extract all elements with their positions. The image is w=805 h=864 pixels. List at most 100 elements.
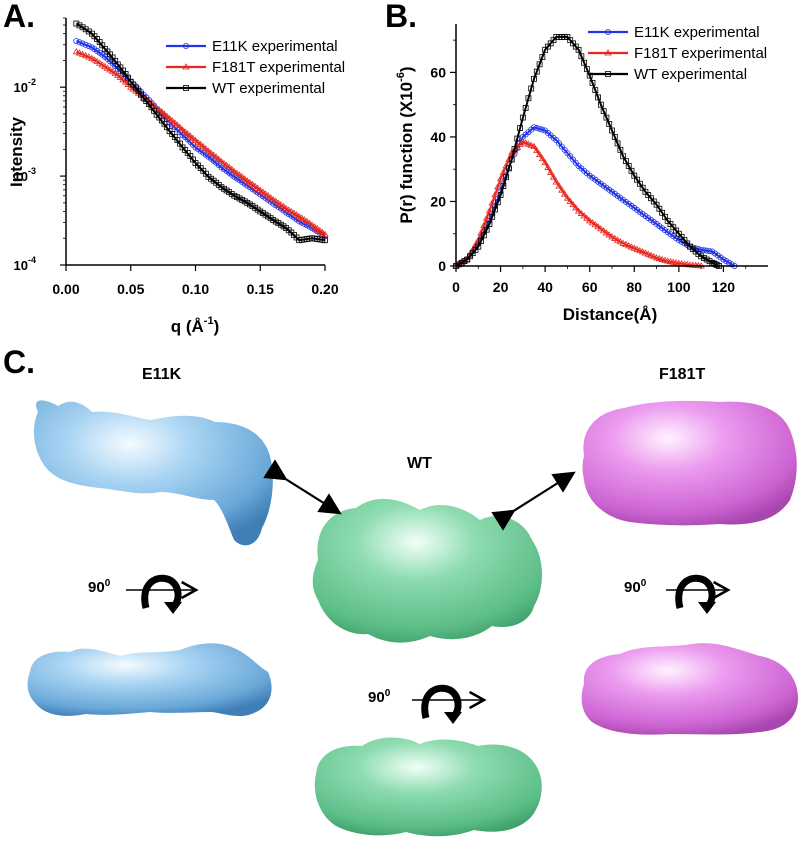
data-point bbox=[519, 114, 526, 121]
data-point bbox=[266, 194, 275, 201]
data-point bbox=[530, 124, 537, 131]
data-point bbox=[282, 204, 290, 212]
data-point bbox=[644, 250, 652, 257]
data-point bbox=[594, 223, 602, 230]
data-point bbox=[614, 140, 621, 147]
data-point bbox=[238, 173, 246, 180]
data-point bbox=[316, 226, 324, 233]
legend-label: E11K experimental bbox=[212, 38, 338, 55]
data-point bbox=[199, 142, 207, 150]
data-point bbox=[522, 104, 529, 111]
data-point bbox=[600, 108, 607, 115]
data-point bbox=[253, 184, 262, 191]
rotation-icon-right bbox=[666, 574, 731, 614]
data-point bbox=[527, 141, 535, 148]
data-point bbox=[287, 207, 296, 215]
data-point bbox=[533, 68, 540, 75]
x-tick-label: 80 bbox=[626, 279, 642, 295]
data-point bbox=[186, 132, 195, 139]
data-point bbox=[563, 194, 572, 201]
data-point bbox=[243, 177, 252, 184]
x-tick-label: 0 bbox=[452, 279, 460, 295]
data-point bbox=[706, 248, 713, 255]
data-point bbox=[539, 54, 546, 60]
data-point bbox=[310, 223, 319, 230]
data-point bbox=[592, 87, 599, 94]
data-point bbox=[98, 61, 106, 68]
data-point bbox=[272, 197, 280, 204]
rotation-label-right: 900 bbox=[624, 578, 647, 596]
data-point bbox=[217, 157, 226, 165]
data-point bbox=[536, 61, 543, 68]
data-point bbox=[321, 230, 329, 237]
data-point bbox=[88, 54, 96, 61]
data-point bbox=[611, 234, 619, 241]
data-point bbox=[541, 158, 549, 166]
data-point bbox=[533, 146, 541, 154]
data-point bbox=[209, 151, 218, 158]
data-point bbox=[212, 153, 220, 160]
data-point bbox=[558, 186, 566, 193]
data-point bbox=[514, 135, 521, 142]
double-arrow-right bbox=[491, 471, 576, 531]
data-point bbox=[106, 66, 114, 73]
data-point bbox=[605, 71, 611, 77]
data-point bbox=[595, 94, 601, 101]
data-point bbox=[700, 247, 707, 254]
series-line bbox=[455, 140, 702, 267]
data-point bbox=[303, 217, 311, 224]
data-point bbox=[225, 163, 233, 170]
data-point bbox=[277, 201, 285, 208]
data-point bbox=[165, 115, 174, 122]
data-point bbox=[79, 40, 86, 47]
data-point bbox=[220, 159, 228, 166]
data-point bbox=[233, 169, 241, 176]
data-point bbox=[617, 146, 624, 153]
data-point bbox=[494, 183, 502, 190]
data-point bbox=[160, 110, 169, 117]
envelope-figure bbox=[27, 400, 798, 837]
data-point bbox=[641, 249, 650, 256]
data-point bbox=[222, 161, 231, 168]
data-point bbox=[256, 186, 264, 193]
wt-envelope-front bbox=[312, 498, 542, 643]
legend-label: F181T experimental bbox=[212, 59, 345, 76]
data-point bbox=[261, 190, 270, 197]
data-point bbox=[491, 191, 499, 198]
data-point bbox=[279, 202, 288, 210]
data-point bbox=[583, 214, 591, 221]
data-point bbox=[539, 126, 546, 133]
data-point bbox=[313, 224, 321, 232]
data-point bbox=[81, 51, 90, 59]
data-point bbox=[73, 38, 80, 45]
rotation-icon-center bbox=[412, 684, 487, 724]
data-point bbox=[521, 139, 530, 146]
panel-label-c: C. bbox=[3, 344, 35, 380]
data-point bbox=[524, 140, 533, 147]
data-point bbox=[202, 145, 210, 152]
data-point bbox=[322, 237, 328, 244]
data-point bbox=[101, 62, 109, 70]
data-point bbox=[73, 20, 80, 27]
data-point bbox=[525, 95, 532, 102]
x-tick-label: 100 bbox=[667, 279, 691, 295]
data-point bbox=[158, 108, 166, 115]
data-point bbox=[78, 50, 87, 57]
data-point bbox=[241, 175, 249, 182]
data-point bbox=[108, 68, 117, 75]
data-point bbox=[82, 41, 89, 48]
data-point bbox=[605, 231, 613, 238]
data-point bbox=[630, 244, 638, 251]
data-point bbox=[215, 155, 223, 162]
data-point bbox=[602, 229, 611, 236]
x-tick-label: 40 bbox=[537, 279, 553, 295]
data-point bbox=[603, 114, 610, 121]
y-tick-exponent: -4 bbox=[28, 255, 36, 265]
f181t-envelope-front bbox=[582, 400, 797, 526]
data-point bbox=[259, 188, 267, 195]
data-point bbox=[482, 214, 491, 221]
y-tick-label: 40 bbox=[430, 129, 446, 145]
data-point bbox=[581, 59, 588, 66]
data-point bbox=[591, 221, 599, 228]
e11k-envelope-front bbox=[33, 400, 273, 546]
